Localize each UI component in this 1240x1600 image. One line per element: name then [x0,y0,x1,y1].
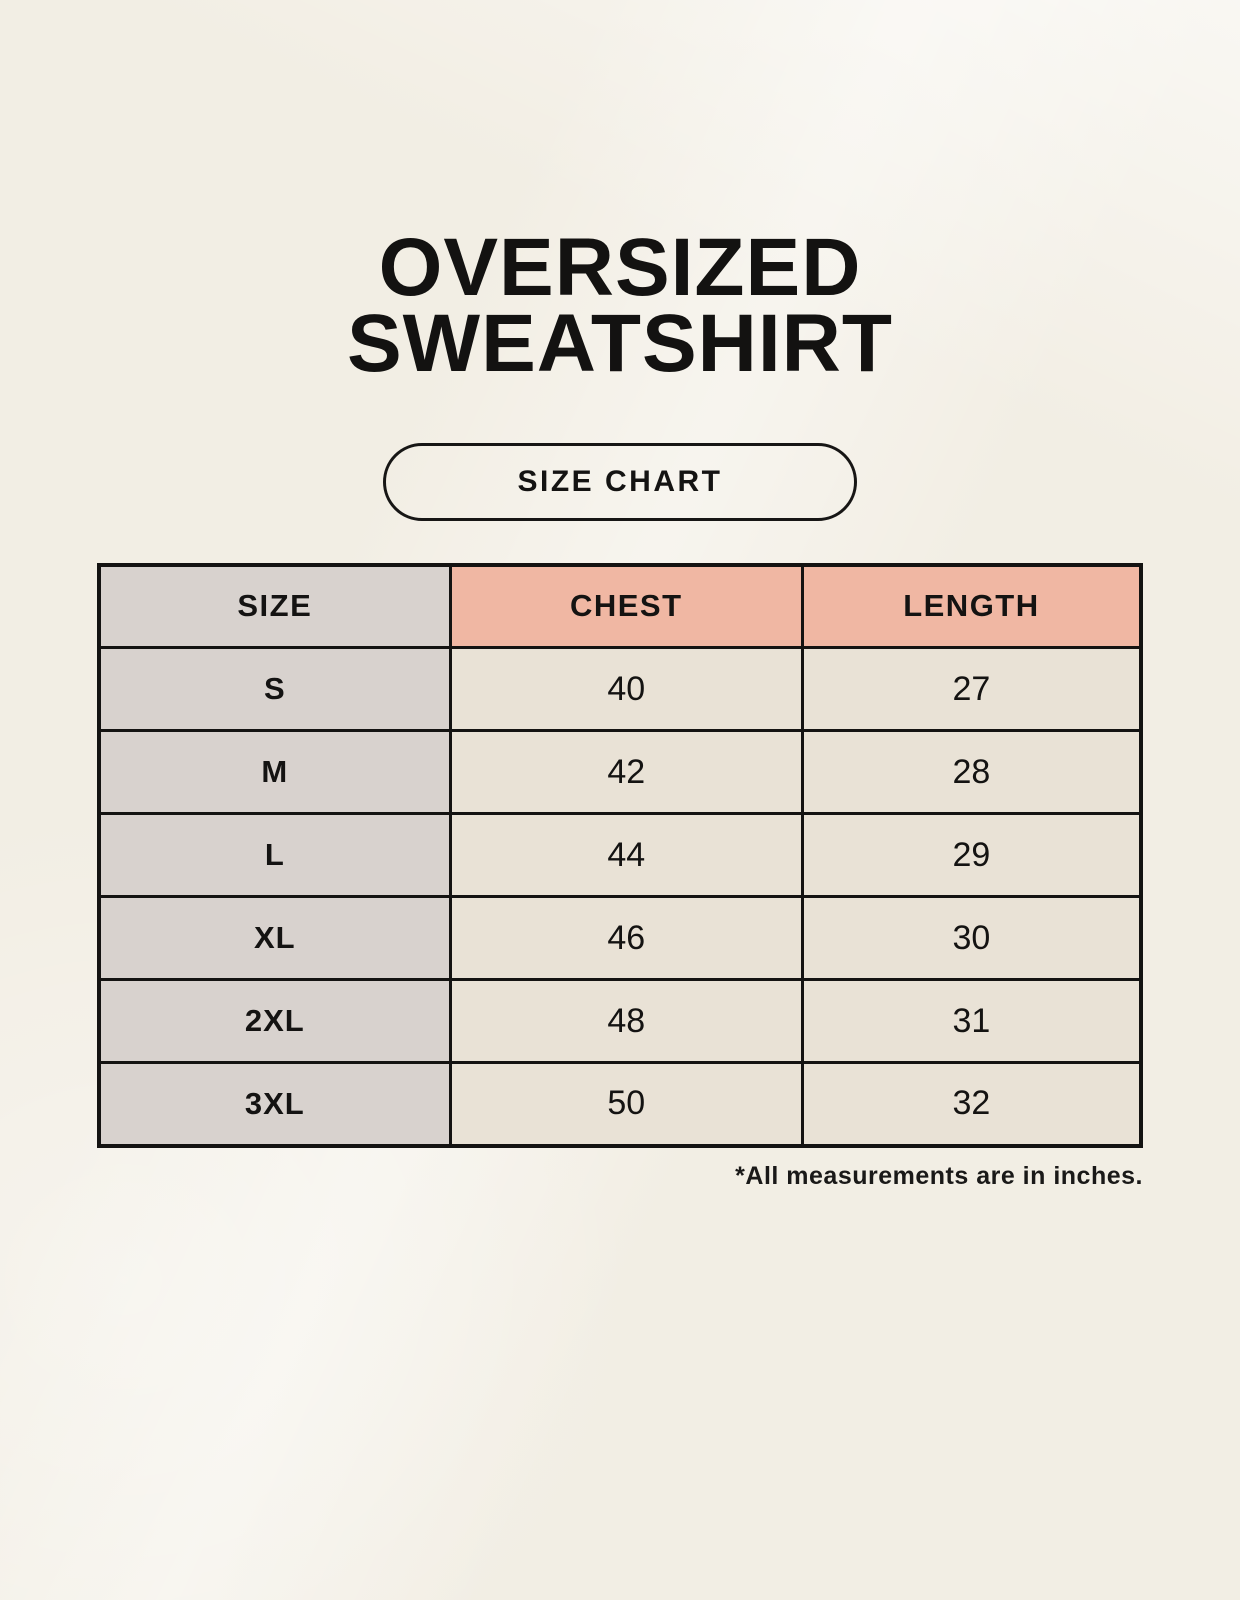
page-title-line-2: SWEATSHIRT [346,298,893,390]
table-row-m: M 42 28 [97,729,1143,815]
table-row-2xl: 2XL 48 31 [97,978,1143,1064]
column-header-size: SIZE [97,563,452,649]
chest-cell: 40 [448,646,804,732]
size-chart-badge-label: SIZE CHART [517,464,723,498]
table-row-xl: XL 46 30 [97,895,1143,981]
length-cell: 29 [800,812,1143,898]
length-cell: 28 [800,729,1143,815]
size-chart-table-container: SIZE CHEST LENGTH S 40 27 M 42 28 L [97,562,1143,1148]
length-cell: 32 [800,1061,1143,1147]
size-cell: XL [97,895,452,981]
chest-cell: 46 [448,895,804,981]
size-cell: S [97,646,452,732]
size-chart-table: SIZE CHEST LENGTH S 40 27 M 42 28 L [97,562,1143,1148]
chest-cell: 42 [448,729,804,815]
size-cell: 2XL [97,978,452,1064]
column-header-length: LENGTH [800,563,1143,649]
size-chart-badge: SIZE CHART [383,442,857,521]
chest-cell: 44 [448,812,804,898]
page-title-line-1: OVERSIZED [378,222,862,313]
length-cell: 27 [800,646,1143,732]
measurements-note: *All measurements are in inches. [735,1161,1143,1190]
page-title: OVERSIZED SWEATSHIRT [0,222,1240,390]
size-cell: M [97,729,452,815]
size-cell: L [97,812,452,898]
size-cell: 3XL [97,1061,452,1147]
column-header-chest: CHEST [448,563,804,649]
table-row-l: L 44 29 [97,812,1143,898]
length-cell: 31 [800,978,1143,1064]
table-row-3xl: 3XL 50 32 [97,1061,1143,1147]
chest-cell: 48 [448,978,804,1064]
length-cell: 30 [800,895,1143,981]
table-header-row: SIZE CHEST LENGTH [97,563,1143,649]
table-row-s: S 40 27 [97,646,1143,732]
chest-cell: 50 [448,1061,804,1147]
